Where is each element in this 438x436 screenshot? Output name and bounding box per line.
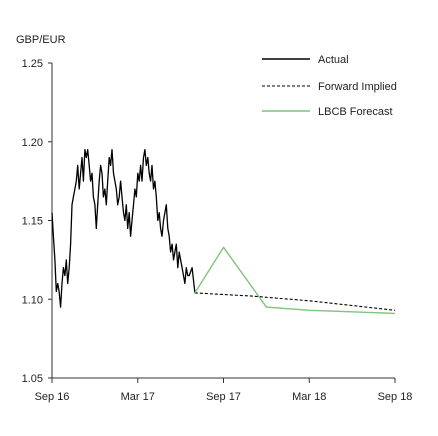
legend-label: Forward Implied (318, 81, 397, 93)
series-line-lbcb-forecast (194, 246, 396, 315)
y-tick-label: 1.10 (22, 294, 43, 306)
legend-label: Actual (318, 54, 349, 66)
series-line-actual (51, 148, 196, 308)
y-tick-label: 1.25 (22, 58, 43, 70)
y-tick-label: 1.05 (22, 373, 43, 385)
axes: 1.25 1.20 1.15 1.10 1.05 Sep 16 Mar 17 Sep 17 Ma… (22, 58, 413, 403)
y-tick-label: 1.20 (22, 137, 43, 149)
series-lines (51, 148, 396, 315)
legend-label: LBCB Forecast (318, 106, 393, 118)
x-tick-label: Sep 18 (378, 391, 413, 403)
x-tick-label: Mar 18 (292, 391, 326, 403)
x-tick-label: Mar 17 (121, 391, 155, 403)
y-axis-unit-label: GBP/EUR (16, 34, 66, 46)
x-tick-label: Sep 17 (206, 391, 241, 403)
y-tick-label: 1.15 (22, 216, 43, 228)
legend: Actual Forward Implied LBCB Forecast (262, 54, 397, 118)
x-tick-label: Sep 16 (35, 391, 70, 403)
series-line-forward-implied (194, 292, 396, 311)
